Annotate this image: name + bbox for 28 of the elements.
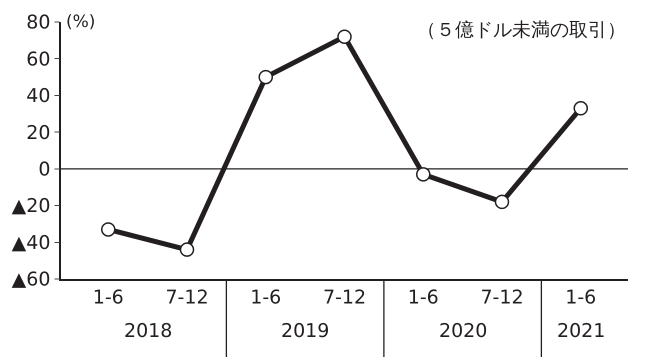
point xyxy=(494,194,510,210)
point xyxy=(180,242,194,257)
y-tick-label: 60 xyxy=(26,48,50,70)
point xyxy=(416,167,430,182)
y-tick-label: ▲60 xyxy=(12,268,50,291)
x-tick-label: 7-12 xyxy=(480,286,524,309)
x-tick-label: 7-12 xyxy=(165,286,209,309)
y-tick-label: 40 xyxy=(26,85,50,108)
y-tick-label: 0 xyxy=(38,158,50,181)
y-tick-label: 20 xyxy=(26,122,50,144)
text: 2018 xyxy=(124,320,172,342)
y-tick-label: ▲20 xyxy=(12,195,50,218)
x-tick-label: 7-12 xyxy=(322,286,366,309)
x-tick-label: 1-6 xyxy=(92,286,124,309)
point xyxy=(258,70,273,84)
x-tick-label: 1-6 xyxy=(565,286,596,309)
text: 2020 xyxy=(439,320,488,342)
y-tick-label: 80 xyxy=(26,12,50,34)
text: 2021 xyxy=(557,320,606,342)
y-tick-label: ▲40 xyxy=(12,232,50,254)
y-axis-title: (%) xyxy=(66,12,96,32)
x-tick-label: 1-6 xyxy=(408,286,439,309)
text: 2019 xyxy=(281,320,330,342)
annotation: （５億ドル未満の取引） xyxy=(417,19,626,41)
x-tick-label: 1-6 xyxy=(250,286,282,309)
point xyxy=(337,29,352,44)
point xyxy=(101,222,116,237)
point xyxy=(574,101,588,116)
